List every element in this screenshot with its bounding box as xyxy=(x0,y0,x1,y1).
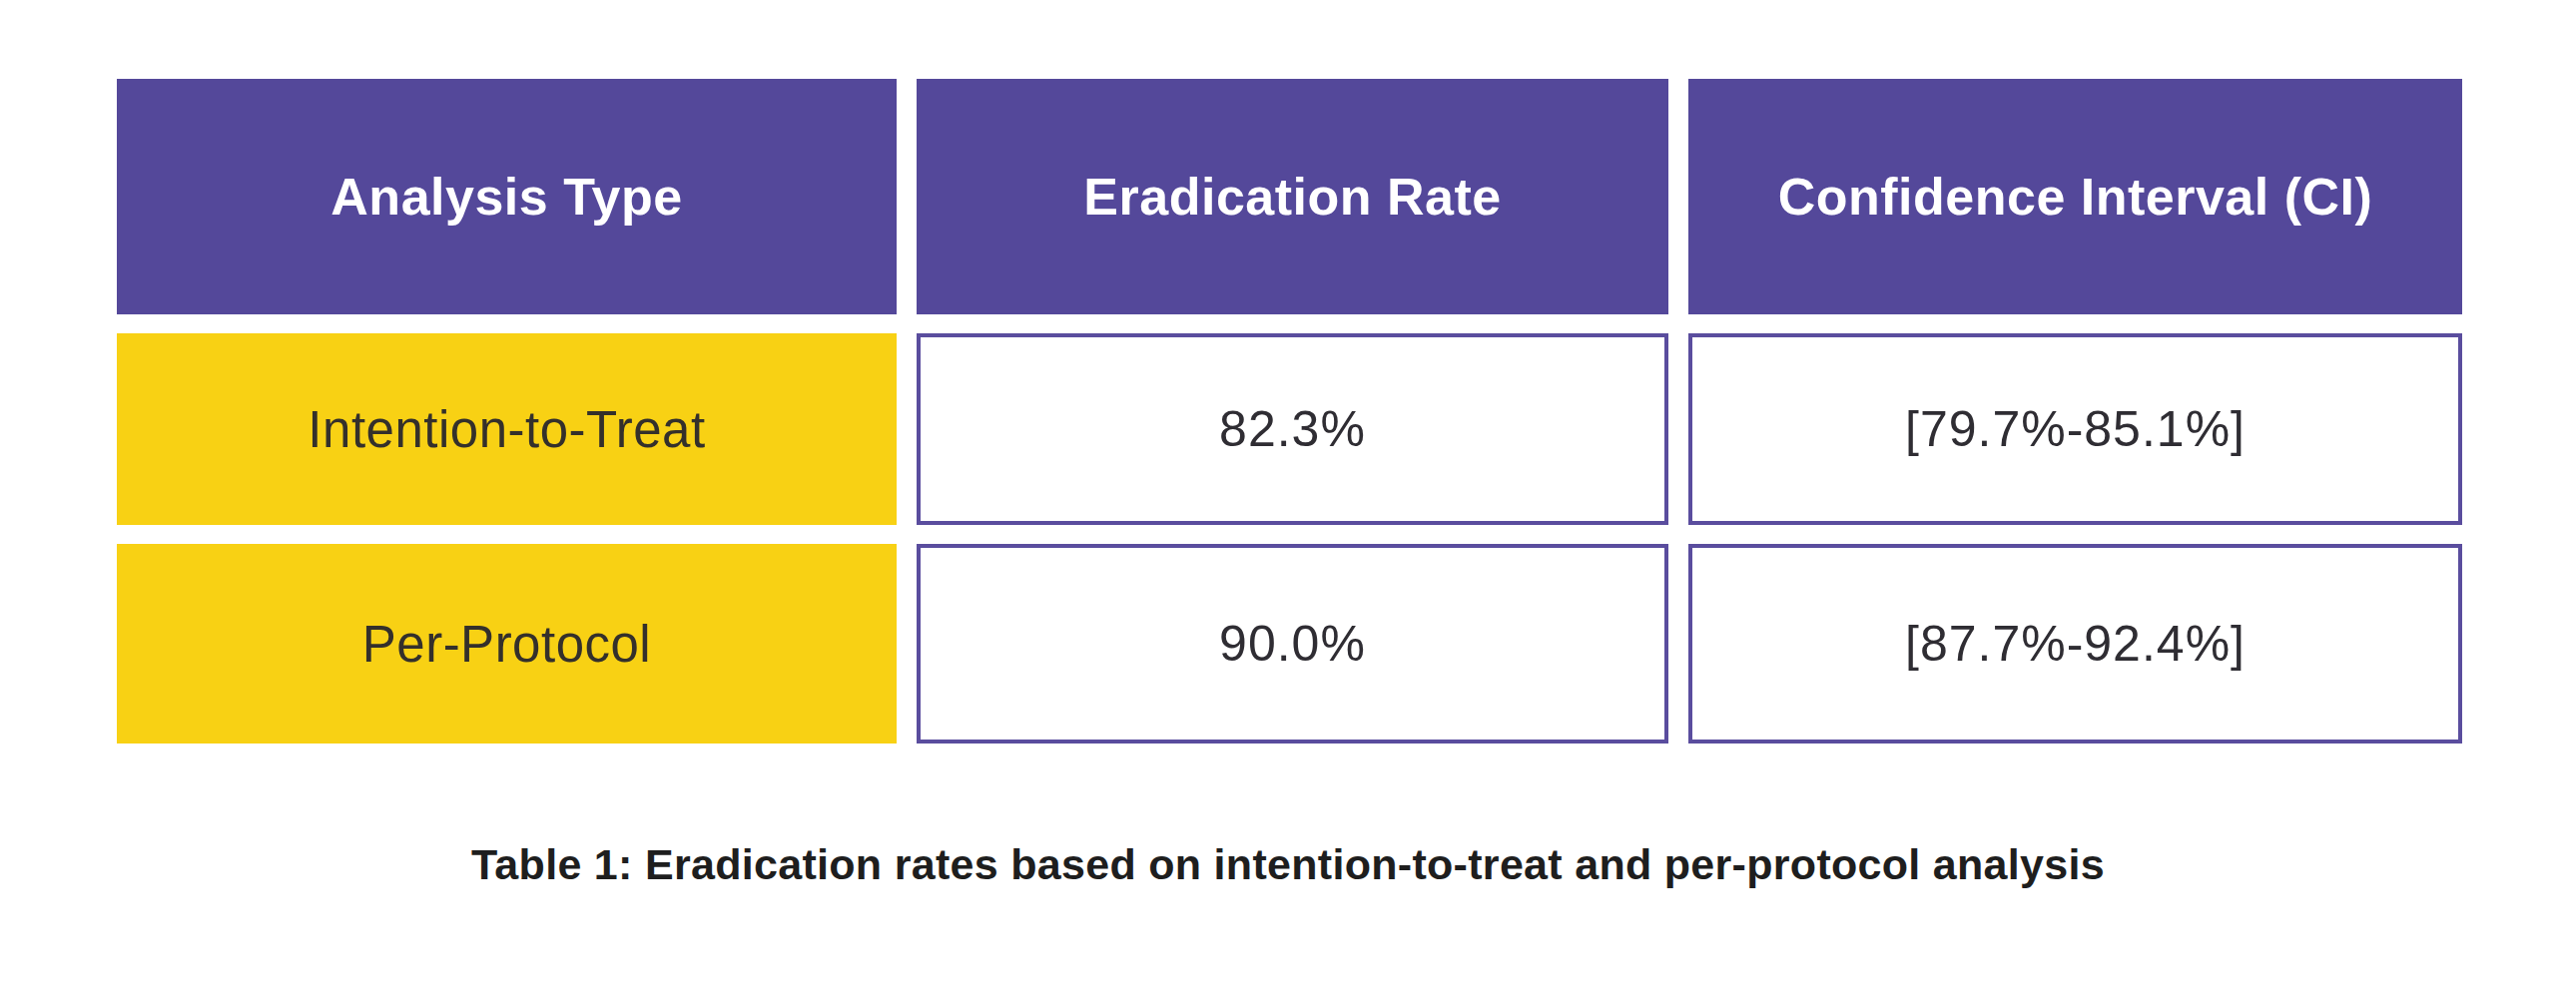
value-cell-pp-confidence-interval: [87.7%-92.4%] xyxy=(1688,544,2462,744)
header-cell-confidence-interval: Confidence Interval (CI) xyxy=(1688,79,2462,314)
value-cell-pp-eradication-rate: 90.0% xyxy=(917,544,1668,744)
header-cell-eradication-rate: Eradication Rate xyxy=(917,79,1668,314)
value-cell-itt-eradication-rate: 82.3% xyxy=(917,333,1668,525)
row-label-per-protocol: Per-Protocol xyxy=(117,544,897,744)
table-caption: Table 1: Eradication rates based on inte… xyxy=(0,840,2576,889)
figure-canvas: Analysis Type Eradication Rate Confidenc… xyxy=(0,0,2576,992)
eradication-table: Analysis Type Eradication Rate Confidenc… xyxy=(117,79,2462,744)
row-label-intention-to-treat: Intention-to-Treat xyxy=(117,333,897,525)
value-cell-itt-confidence-interval: [79.7%-85.1%] xyxy=(1688,333,2462,525)
header-cell-analysis-type: Analysis Type xyxy=(117,79,897,314)
